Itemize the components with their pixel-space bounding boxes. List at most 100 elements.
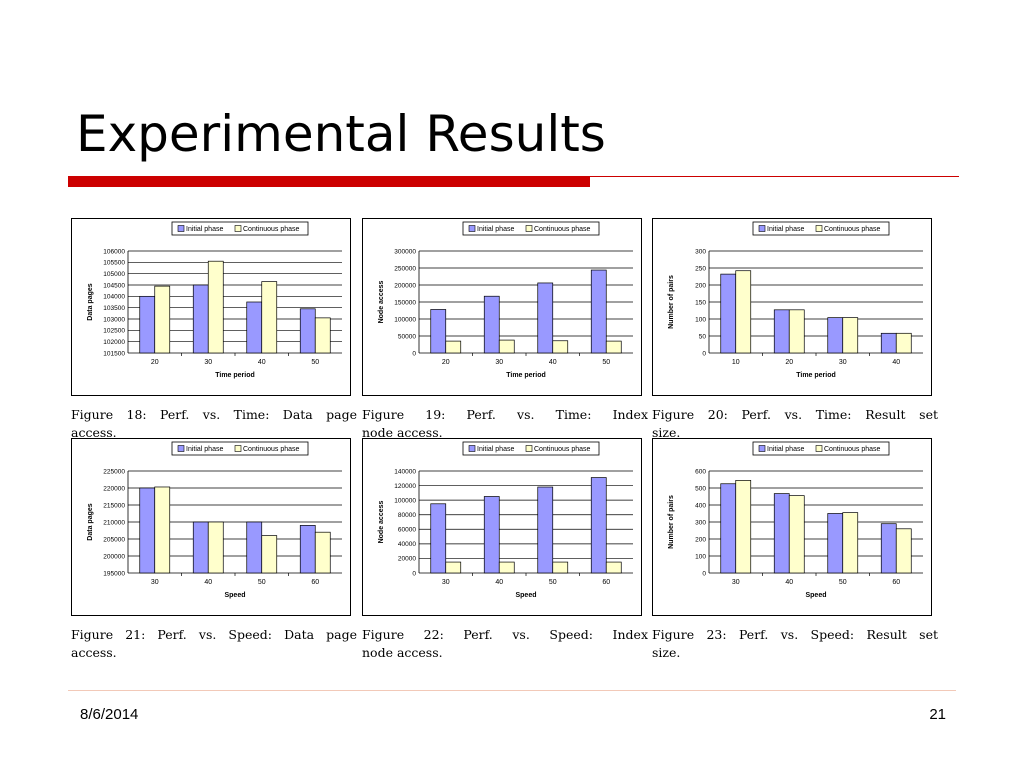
x-tick-label: 40 [549, 359, 557, 366]
bar-initial-phase [483, 496, 500, 574]
y-tick-labels: 0 20000 40000 60000 80000 100000 120000 140000 [394, 468, 416, 577]
bar-initial-phase [827, 513, 844, 574]
chart-legend: Initial phase Continuous phase [462, 221, 600, 236]
y-tick-label: 102000 [103, 339, 125, 346]
legend-label: Initial phase [186, 446, 223, 453]
legend-swatch-initial [177, 225, 185, 232]
y-tick-labels: 0 100 200 300 400 500 600 [695, 468, 706, 577]
x-axis-title: Time period [215, 372, 255, 379]
x-tick-labels: 10 20 30 40 [732, 359, 900, 366]
bar-initial-phase [773, 493, 790, 574]
chart-legend: Initial phase Continuous phase [171, 441, 309, 456]
y-tick-label: 101500 [103, 350, 125, 357]
legend-swatch-initial [758, 225, 766, 232]
x-tick-label: 20 [151, 359, 159, 366]
x-tick-label: 40 [258, 359, 266, 366]
bar-initial-phase [720, 483, 737, 574]
x-tick-labels: 20 30 40 50 [151, 359, 319, 366]
x-tick-label: 60 [311, 579, 319, 586]
bar-continuous-phase [314, 531, 331, 574]
chart-legend: Initial phase Continuous phase [752, 441, 890, 456]
y-tick-label: 600 [695, 468, 706, 475]
bar-initial-phase [827, 317, 844, 354]
bar-continuous-phase [552, 561, 569, 574]
chart-box: Initial phase Continuous phase 0 50 100 150 20… [652, 218, 932, 396]
x-tick-label: 30 [151, 579, 159, 586]
y-tick-label: 104000 [103, 294, 125, 301]
bar-continuous-phase [445, 561, 462, 574]
legend-label: Initial phase [767, 446, 804, 453]
x-axis-title: Speed [805, 592, 826, 599]
x-axis-title: Time period [796, 372, 836, 379]
y-tick-label: 100 [695, 553, 706, 560]
legend-label: Initial phase [477, 446, 514, 453]
y-tick-label: 300 [695, 248, 706, 255]
legend-swatch-continuous [525, 445, 533, 452]
slide-title: Experimental Results [76, 105, 606, 163]
y-tick-label: 100000 [394, 316, 416, 323]
y-tick-label: 0 [702, 350, 706, 357]
y-tick-label: 50 [699, 333, 707, 340]
y-tick-label: 300 [695, 519, 706, 526]
caption-line-2: size. [652, 645, 681, 660]
legend-label: Continuous phase [243, 226, 300, 233]
x-tick-label: 50 [311, 359, 319, 366]
legend-label: Initial phase [477, 226, 514, 233]
x-tick-label: 30 [442, 579, 450, 586]
x-tick-labels: 30 40 50 60 [151, 579, 319, 586]
x-tick-labels: 30 40 50 60 [442, 579, 610, 586]
bar-continuous-phase [261, 535, 278, 574]
bar-continuous-phase [207, 521, 224, 574]
y-tick-label: 210000 [103, 519, 125, 526]
legend-swatch-initial [468, 445, 476, 452]
y-tick-label: 300000 [394, 248, 416, 255]
caption-line-2: node access. [362, 645, 443, 660]
legend-label: Initial phase [186, 226, 223, 233]
legend-label: Continuous phase [534, 226, 591, 233]
title-underline-rule [590, 176, 959, 177]
bar-continuous-phase [498, 339, 515, 354]
x-tick-label: 50 [258, 579, 266, 586]
x-tick-label: 30 [204, 359, 212, 366]
legend-label: Continuous phase [824, 226, 881, 233]
legend-swatch-initial [177, 445, 185, 452]
x-tick-label: 10 [732, 359, 740, 366]
chart-legend: Initial phase Continuous phase [171, 221, 309, 236]
y-tick-label: 250000 [394, 265, 416, 272]
title-underline-bar [68, 176, 590, 187]
legend-swatch-continuous [234, 445, 242, 452]
y-tick-label: 50000 [398, 333, 416, 340]
figure-caption: Figure 19: Perf. vs. Time: Index node ac… [362, 406, 648, 442]
caption-line-1: Figure 20: Perf. vs. Time: Result set [652, 407, 938, 422]
x-tick-labels: 20 30 40 50 [442, 359, 610, 366]
y-tick-label: 105000 [103, 271, 125, 278]
y-tick-label: 215000 [103, 502, 125, 509]
y-tick-label: 103500 [103, 305, 125, 312]
bar-chart: Initial phase Continuous phase 101500 10200… [87, 221, 342, 379]
y-tick-label: 0 [702, 570, 706, 577]
bars [430, 269, 622, 354]
x-tick-label: 30 [732, 579, 740, 586]
caption-line-1: Figure 21: Perf. vs. Speed: Data page [71, 627, 357, 642]
bar-continuous-phase [445, 340, 462, 354]
bar-initial-phase [139, 487, 156, 574]
y-tick-label: 150000 [394, 299, 416, 306]
legend-label: Continuous phase [824, 446, 881, 453]
x-tick-label: 60 [892, 579, 900, 586]
y-axis-title: Node access [378, 500, 385, 543]
x-tick-labels: 30 40 50 60 [732, 579, 900, 586]
legend-swatch-continuous [525, 225, 533, 232]
y-tick-label: 0 [412, 570, 416, 577]
footer-rule [68, 690, 956, 691]
bar-initial-phase [773, 309, 790, 354]
y-tick-label: 220000 [103, 485, 125, 492]
bar-continuous-phase [788, 309, 805, 354]
x-tick-label: 20 [442, 359, 450, 366]
bars [430, 477, 622, 574]
bar-continuous-phase [154, 285, 171, 354]
bar-initial-phase [246, 521, 263, 574]
chart-box: Initial phase Continuous phase 101500 10200… [71, 218, 351, 396]
bar-continuous-phase [314, 317, 331, 354]
chart-box: Initial phase Continuous phase 0 100 200 300 4… [652, 438, 932, 616]
bar-initial-phase [880, 523, 897, 574]
